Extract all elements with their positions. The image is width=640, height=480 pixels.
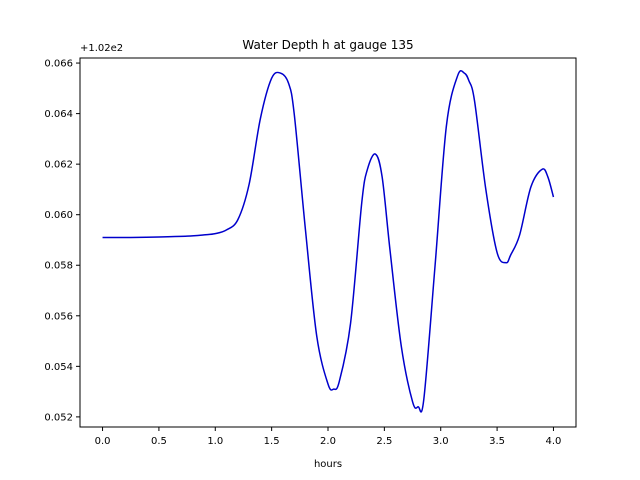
y-tick-label: 0.058 <box>44 261 73 272</box>
y-tick-label: 0.062 <box>44 160 73 171</box>
y-tick-label: 0.054 <box>44 362 73 373</box>
x-tick-label: 2.0 <box>320 436 336 447</box>
x-tick-label: 0.5 <box>151 436 167 447</box>
x-tick-label: 1.5 <box>264 436 280 447</box>
x-tick-label: 3.0 <box>433 436 449 447</box>
x-axis: 0.0 0.5 1.0 1.5 2.0 2.5 3.0 3.5 4.0 <box>95 427 562 447</box>
chart-title: Water Depth h at gauge 135 <box>242 38 413 52</box>
plot-area-background <box>80 58 576 427</box>
series-line <box>102 70 555 413</box>
x-tick-label: 1.0 <box>207 436 223 447</box>
x-tick-label: 2.5 <box>376 436 392 447</box>
y-tick-label: 0.064 <box>44 109 73 120</box>
y-offset-label: +1.02e2 <box>80 43 123 54</box>
y-tick-label: 0.060 <box>44 210 73 221</box>
x-tick-label: 3.5 <box>489 436 505 447</box>
series-layer <box>102 70 555 413</box>
y-tick-label: 0.052 <box>44 412 73 423</box>
x-tick-label: 4.0 <box>546 436 562 447</box>
y-tick-label: 0.056 <box>44 311 73 322</box>
x-tick-label: 0.0 <box>95 436 111 447</box>
x-axis-label: hours <box>314 459 342 470</box>
y-tick-label: 0.066 <box>44 59 73 70</box>
y-axis: 0.052 0.054 0.056 0.058 0.060 0.062 0.064 0.066 <box>44 59 80 423</box>
